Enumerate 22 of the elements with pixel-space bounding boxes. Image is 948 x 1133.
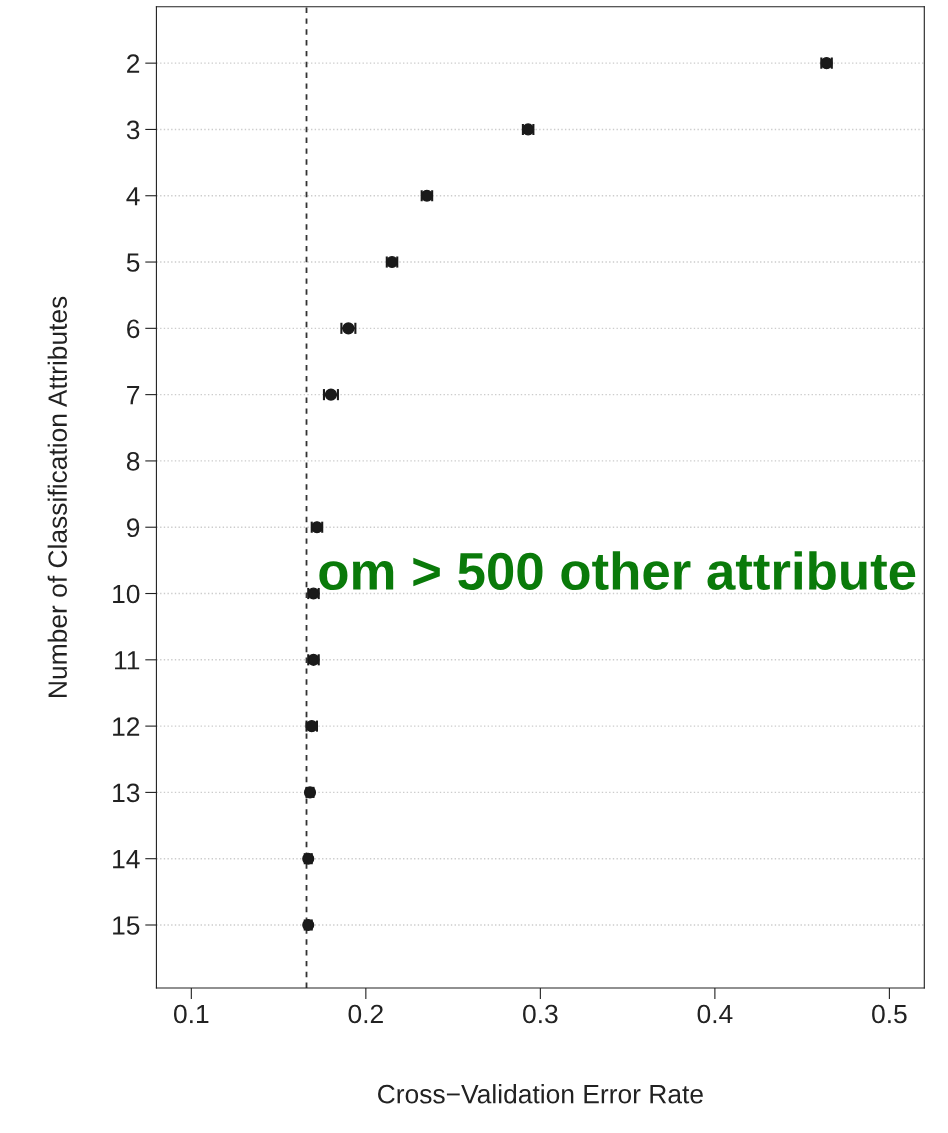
y-tick-label: 5 xyxy=(126,253,140,272)
y-tick-label: 9 xyxy=(127,518,140,538)
y-tick-label: 7 xyxy=(127,386,140,405)
y-tick-label: 12 xyxy=(113,717,140,736)
y-tick-label: 6 xyxy=(127,319,140,339)
y-tick-label: 3 xyxy=(126,120,140,140)
y-tick-label: 13 xyxy=(113,783,140,803)
y-tick-label: 10 xyxy=(113,584,140,604)
y-tick-label: 11 xyxy=(115,651,140,670)
annotation: om > 500 other attribute xyxy=(319,551,916,591)
y-axis-title: Number of Classification Attributes xyxy=(47,296,67,697)
y-tick-label: 2 xyxy=(127,54,140,73)
y-tick-label: 8 xyxy=(126,452,140,471)
y-tick-label: 14 xyxy=(113,850,140,869)
x-tick-label: 0.4 xyxy=(697,1004,733,1024)
x-tick-label: 0.3 xyxy=(523,1004,558,1024)
x-tick-label: 0.2 xyxy=(348,1004,383,1024)
x-axis-title: Cross−Validation Error Rate xyxy=(378,1084,703,1104)
y-tick-label: 15 xyxy=(113,916,140,935)
x-tick-label: 0.5 xyxy=(872,1004,907,1024)
y-tick-label: 4 xyxy=(126,187,140,206)
x-tick-label: 0.1 xyxy=(174,1004,209,1024)
